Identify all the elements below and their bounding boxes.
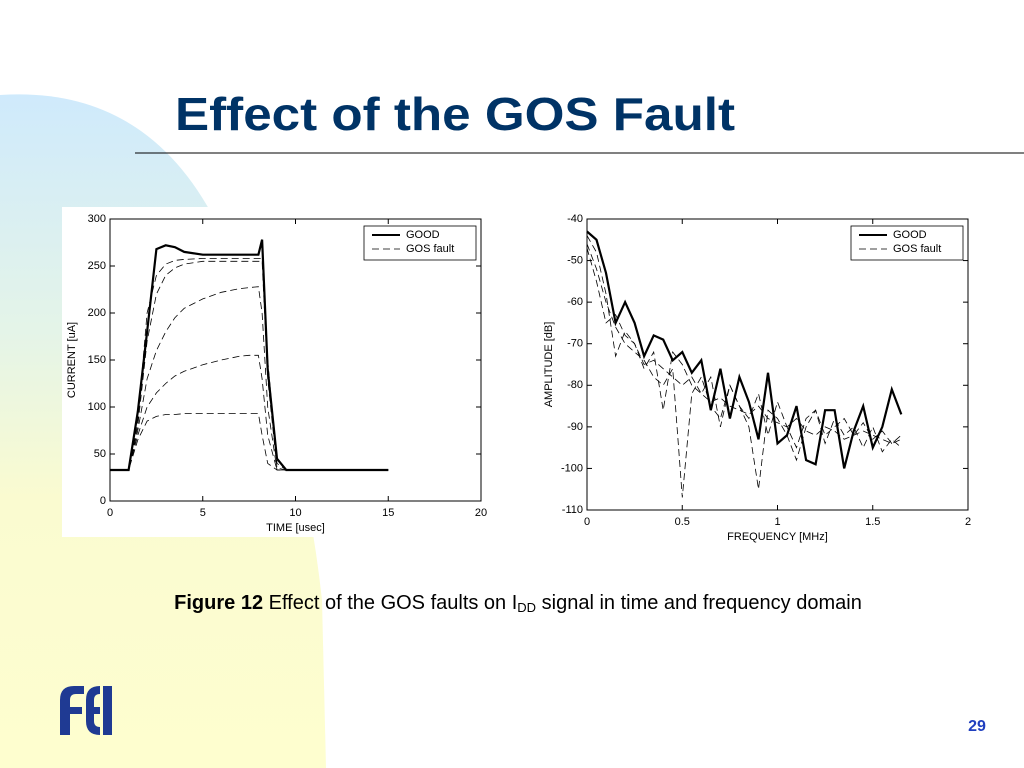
x-tick-label: 0 xyxy=(584,516,590,528)
figure-caption: Figure 12 Effect of the GOS faults on ID… xyxy=(174,592,862,619)
y-tick-label: -60 xyxy=(567,296,583,308)
legend-label: GOOD xyxy=(893,229,927,241)
x-tick-label: 10 xyxy=(289,507,301,519)
x-axis-label: TIME [usec] xyxy=(266,522,325,534)
series-line xyxy=(110,260,389,471)
y-tick-label: 250 xyxy=(88,260,106,272)
legend-label: GOS fault xyxy=(893,243,941,255)
y-tick-label: 150 xyxy=(88,354,106,366)
y-tick-label: -40 xyxy=(567,213,583,225)
y-axis-label: CURRENT [uA] xyxy=(66,322,78,398)
x-tick-label: 1 xyxy=(774,516,780,528)
y-tick-label: -70 xyxy=(567,338,583,350)
x-axis-label: FREQUENCY [MHz] xyxy=(727,531,828,543)
plot-frame xyxy=(586,218,969,511)
caption-label: Figure 12 xyxy=(174,592,263,614)
legend-label: GOS fault xyxy=(406,243,454,255)
x-tick-label: 15 xyxy=(382,507,394,519)
x-tick-label: 0 xyxy=(107,507,113,519)
y-tick-label: -110 xyxy=(562,504,583,516)
page-number: 29 xyxy=(968,718,986,735)
series-line xyxy=(586,243,902,498)
x-tick-label: 2 xyxy=(965,516,971,528)
y-tick-label: -90 xyxy=(567,421,583,433)
legend-box xyxy=(850,225,964,261)
plot-frame xyxy=(109,218,482,502)
x-tick-label: 1.5 xyxy=(865,516,880,528)
series-line xyxy=(110,239,389,472)
y-tick-label: 50 xyxy=(94,448,106,460)
caption-rest: signal in time and frequency domain xyxy=(542,592,862,614)
y-axis-label: AMPLITUDE [dB] xyxy=(543,322,555,408)
y-tick-label: 300 xyxy=(88,213,106,225)
logo xyxy=(60,686,112,735)
series-line xyxy=(586,230,903,469)
series-line xyxy=(110,413,389,471)
logo-i xyxy=(103,686,112,735)
logo-e xyxy=(86,686,100,735)
y-tick-label: -50 xyxy=(567,254,583,266)
x-tick-label: 0.5 xyxy=(675,516,690,528)
y-tick-label: 100 xyxy=(88,401,106,413)
logo-f xyxy=(60,686,84,735)
series-line xyxy=(110,258,389,471)
series-line xyxy=(586,247,902,444)
y-tick-label: 0 xyxy=(100,495,106,507)
x-tick-label: 5 xyxy=(200,507,206,519)
caption-subscript: DD xyxy=(517,600,536,615)
legend-box xyxy=(363,225,477,261)
x-tick-label: 20 xyxy=(475,507,487,519)
y-tick-label: -80 xyxy=(567,379,583,391)
y-tick-label: -100 xyxy=(561,462,583,474)
caption-text: Effect of the GOS faults on I xyxy=(269,592,518,614)
y-tick-label: 200 xyxy=(88,307,106,319)
slide-title: Effect of the GOS Fault xyxy=(175,88,735,140)
legend-label: GOOD xyxy=(406,229,440,241)
